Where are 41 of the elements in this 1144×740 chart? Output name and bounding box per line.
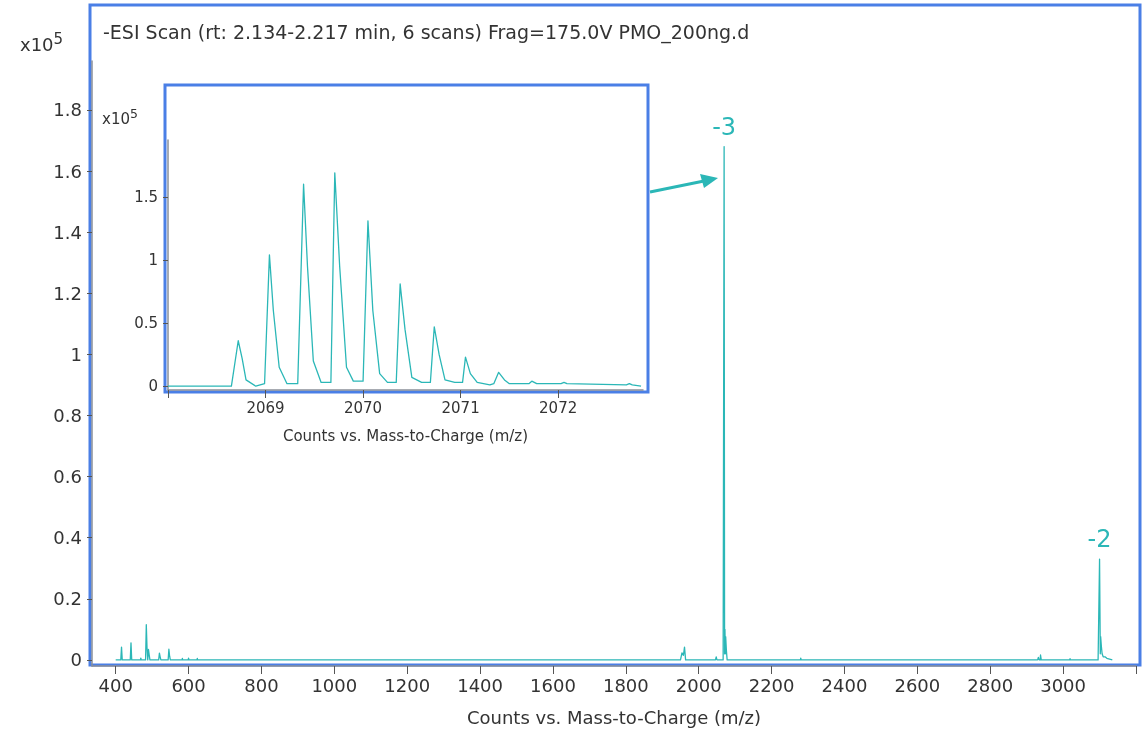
x-tick-label: 2200 xyxy=(748,674,795,696)
y-tick-label: 1.4 xyxy=(53,221,82,243)
x-tick-label: 2070 xyxy=(343,398,383,417)
line-series xyxy=(167,172,642,387)
y-tick-label: 1.5 xyxy=(134,187,158,206)
x-tick-label: 1600 xyxy=(530,674,576,696)
x-tick-label: 2071 xyxy=(441,398,480,417)
x-tick-label: 2600 xyxy=(894,674,941,696)
line-series xyxy=(115,145,1113,661)
y-tick-label: 0.4 xyxy=(53,527,82,549)
x-tick-label: 1800 xyxy=(602,674,649,696)
chart-title: -ESI Scan (rt: 2.134-2.217 min, 6 scans) Frag=175.0V PMO_200ng.d xyxy=(103,20,750,44)
x-tick-label: 3000 xyxy=(1040,674,1087,696)
y-tick-label: 0.6 xyxy=(53,466,82,488)
x-tick-label: 2400 xyxy=(821,674,868,696)
y-tick-label: 0 xyxy=(70,649,82,671)
x-axis-title: Counts vs. Mass-to-Charge (m/z) xyxy=(466,706,762,728)
x-tick-label: 1200 xyxy=(384,674,431,696)
y-axis-title: x10$^{5}$ xyxy=(20,30,64,56)
x-axis-title: Counts vs. Mass-to-Charge (m/z) xyxy=(282,426,529,445)
annotation: -3 xyxy=(712,112,737,141)
x-tick-label: 600 xyxy=(171,674,206,696)
y-tick-label: 0 xyxy=(148,377,158,396)
y-tick-label: 1 xyxy=(70,343,82,365)
y-tick-label: 1.8 xyxy=(53,99,82,121)
y-tick-label: 1.6 xyxy=(53,160,82,182)
y-tick-label: 0.8 xyxy=(53,404,82,426)
y-tick-label: 0.5 xyxy=(134,314,158,333)
x-tick-label: 1000 xyxy=(311,674,358,696)
x-tick-label: 800 xyxy=(244,674,279,696)
y-tick-label: 1 xyxy=(148,250,158,269)
x-tick-label: 1400 xyxy=(457,674,503,696)
x-tick-label: 2072 xyxy=(539,398,578,417)
y-tick-label: 0.2 xyxy=(53,588,82,610)
x-tick-label: 2800 xyxy=(967,674,1014,696)
x-tick-label: 400 xyxy=(98,674,133,696)
x-tick-label: 2000 xyxy=(675,674,722,696)
y-axis-title: x10$^{5}$ xyxy=(102,106,138,128)
annotation: -2 xyxy=(1087,525,1112,554)
y-tick-label: 1.2 xyxy=(53,282,82,304)
x-tick-label: 2069 xyxy=(246,398,285,417)
